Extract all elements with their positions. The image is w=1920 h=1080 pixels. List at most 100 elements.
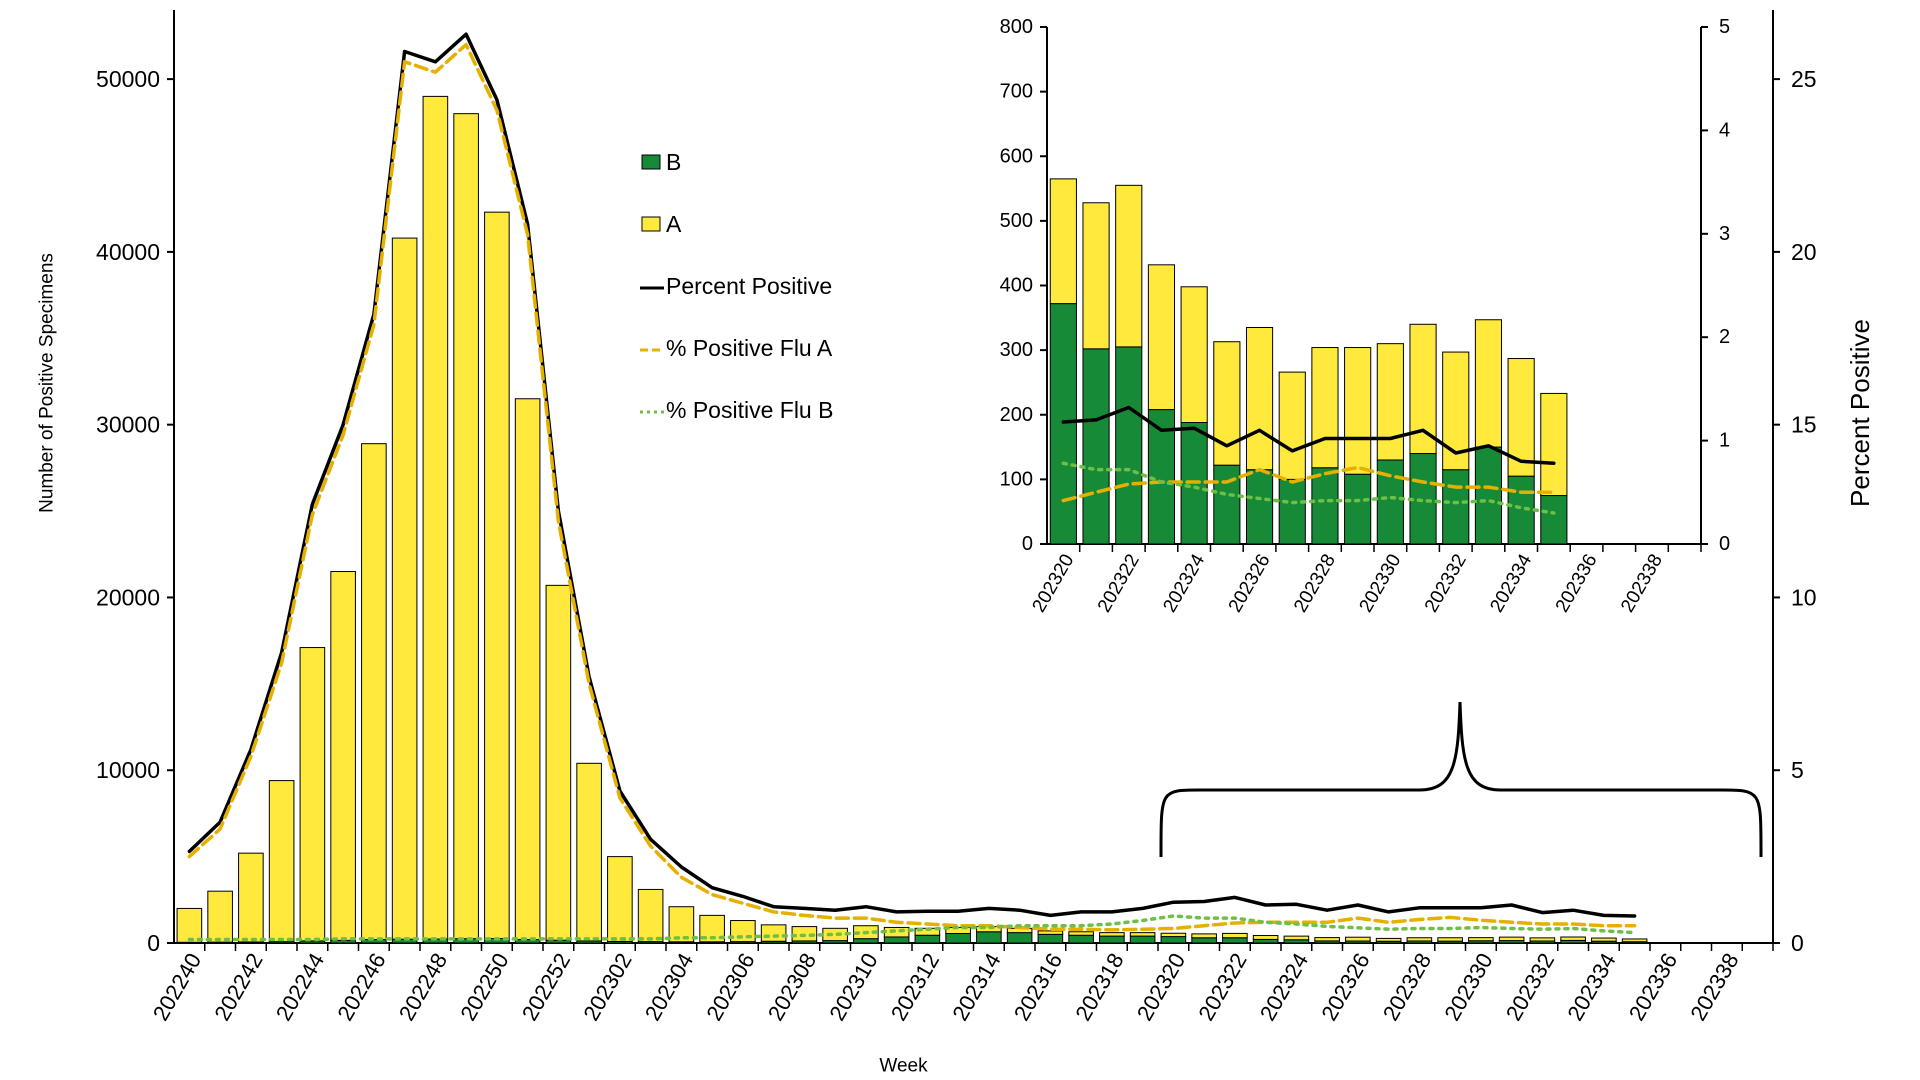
bar-segment	[1099, 935, 1125, 944]
line-series	[187, 42, 1637, 932]
bar-segment	[1621, 938, 1648, 943]
y-tick-label: 10000	[96, 757, 160, 783]
bar-segment	[1006, 932, 1033, 944]
x-tick-label: 202244	[271, 949, 329, 1025]
line-series	[1061, 465, 1556, 503]
bar-segment	[945, 932, 971, 944]
bar-segment	[176, 907, 203, 943]
line-series	[1061, 405, 1556, 466]
y2-tick-label: 1	[1719, 430, 1730, 452]
bar-segment	[1437, 937, 1463, 942]
x-tick-label: 202312	[886, 949, 944, 1025]
bar-segment	[1442, 469, 1470, 545]
bar-segment	[361, 443, 387, 941]
bar-segment	[853, 938, 879, 944]
bar-segment	[1344, 473, 1372, 545]
bar-segment	[514, 398, 541, 941]
bar-segment	[1068, 934, 1094, 944]
bar-segment	[453, 938, 479, 944]
bar-segment	[1115, 346, 1143, 545]
y-tick-label: 30000	[96, 412, 160, 438]
bar-segment	[1099, 932, 1125, 937]
x-tick-label: 202326	[1225, 551, 1275, 616]
bar-segment	[637, 888, 664, 943]
x-tick-label: 202322	[1193, 949, 1251, 1025]
bar-segment	[883, 936, 910, 944]
bar-segment	[1252, 935, 1279, 940]
y-tick-label: 200	[1000, 404, 1033, 426]
bar-segment	[914, 934, 941, 944]
line-series	[187, 32, 1637, 918]
y2-tick-label: 20	[1791, 239, 1817, 265]
bar-segment	[484, 211, 510, 940]
legend-label: % Positive Flu B	[666, 397, 833, 423]
bar-segment	[1560, 936, 1586, 941]
line-series	[187, 914, 1637, 942]
bar-segment	[330, 571, 356, 941]
bar-segment	[207, 890, 233, 943]
y-tick-label: 0	[147, 930, 160, 956]
x-tick-label: 202330	[1356, 551, 1406, 616]
bar-segment	[1540, 495, 1568, 545]
bar-segment	[453, 113, 479, 940]
bar-segment	[1540, 392, 1568, 497]
bar-segment	[1129, 935, 1156, 944]
x-tick-label: 202304	[640, 949, 698, 1025]
y2-tick-label: 3	[1719, 223, 1730, 245]
bar-segment	[730, 920, 756, 943]
y-tick-label: 100	[1000, 468, 1033, 490]
bar-segment	[1068, 931, 1094, 936]
bar-segment	[268, 780, 295, 943]
y2-tick-label: 0	[1791, 930, 1804, 956]
bar-segment	[545, 584, 572, 941]
x-tick-label: 202338	[1617, 551, 1667, 616]
bar-segment	[1344, 347, 1372, 475]
bar-segment	[1345, 936, 1371, 942]
x-tick-label: 202332	[1421, 551, 1471, 616]
x-tick-label: 202308	[763, 949, 821, 1025]
x-tick-label: 202248	[394, 949, 452, 1025]
x-tick-label: 202306	[701, 949, 759, 1025]
bar-segment	[607, 856, 633, 942]
legend-label: A	[666, 211, 682, 237]
bar-segment	[514, 939, 541, 944]
bar-segment	[1498, 936, 1525, 942]
x-tick-label: 202336	[1552, 551, 1602, 616]
bar-segment	[1252, 938, 1279, 944]
x-tick-label: 202332	[1501, 949, 1559, 1025]
y-tick-label: 0	[1022, 533, 1033, 555]
y2-tick-label: 5	[1719, 16, 1730, 38]
y-tick-label: 800	[1000, 16, 1033, 38]
bar-segment	[1160, 936, 1187, 944]
x-tick-label: 202314	[947, 949, 1005, 1025]
bar-segment	[1049, 178, 1077, 305]
x-tick-label: 202320	[1029, 551, 1079, 616]
bar-segment	[1278, 478, 1306, 545]
x-tick-label: 202252	[517, 949, 575, 1025]
bar-segment	[1245, 469, 1274, 545]
bar-segment	[1049, 303, 1077, 545]
x-tick-label: 202310	[824, 949, 882, 1025]
y-tick-label: 500	[1000, 210, 1033, 232]
y2-tick-label: 4	[1719, 119, 1730, 141]
x-tick-label: 202316	[1009, 949, 1067, 1025]
x-tick-label: 202322	[1094, 551, 1144, 616]
bar-segment	[1474, 446, 1503, 545]
legend-swatch	[641, 154, 661, 170]
bar-segment	[1507, 475, 1535, 545]
bar-segment	[1160, 932, 1187, 938]
bar-segment	[1375, 937, 1402, 942]
y-tick-label: 300	[1000, 339, 1033, 361]
bar-segment	[1222, 932, 1248, 939]
legend-swatch	[641, 216, 661, 232]
bar-segment	[1082, 202, 1110, 350]
bar-segment	[238, 852, 264, 943]
x-tick-label: 202302	[578, 949, 636, 1025]
bar-segment	[1129, 932, 1156, 937]
bar-segment	[299, 647, 326, 942]
x-tick-label: 202334	[1562, 949, 1620, 1025]
bar-segment	[1245, 327, 1274, 471]
x-tick-label: 202240	[148, 949, 206, 1025]
x-axis-title: Week	[879, 1056, 928, 1077]
